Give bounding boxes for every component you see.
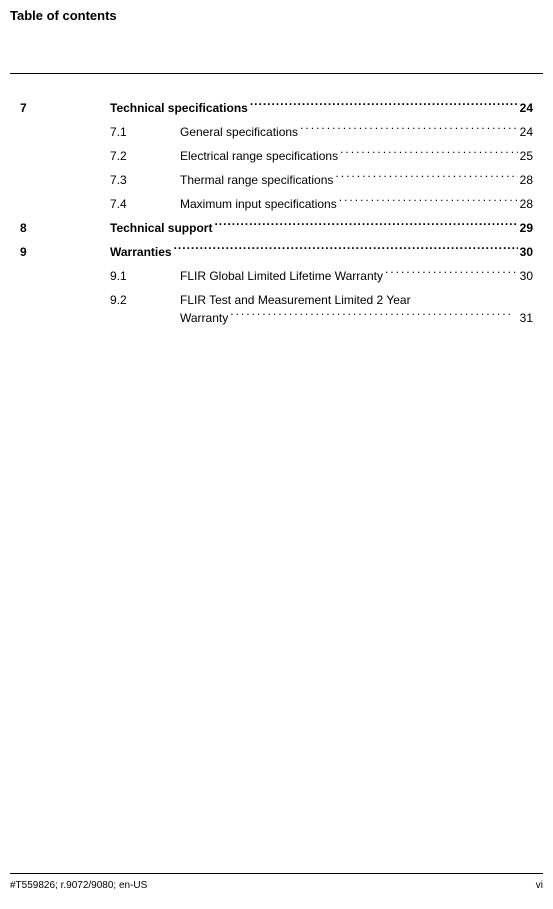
footer-page-number: vi — [536, 880, 543, 891]
footer-divider — [10, 873, 543, 874]
toc-leader — [230, 310, 513, 322]
toc-leader — [300, 124, 518, 136]
table-of-contents: 7 Technical specifications 24 7.1 Genera… — [10, 99, 543, 327]
toc-number: 7.3 — [110, 171, 180, 189]
toc-title-line1: FLIR Test and Measurement Limited 2 Year — [180, 291, 411, 309]
toc-page: 24 — [520, 123, 533, 141]
toc-entry: 8 Technical support 29 — [20, 219, 533, 237]
toc-leader — [214, 220, 517, 232]
toc-number: 9.1 — [110, 267, 180, 285]
toc-page: 28 — [520, 171, 533, 189]
toc-leader — [340, 148, 518, 160]
toc-entry: 7.4 Maximum input specifications 28 — [110, 195, 533, 213]
toc-entry-multiline: 9.2 FLIR Test and Measurement Limited 2 … — [110, 291, 533, 327]
toc-entry: 7 Technical specifications 24 — [20, 99, 533, 117]
toc-page: 28 — [520, 195, 533, 213]
toc-number: 7.2 — [110, 147, 180, 165]
toc-number: 9 — [20, 243, 110, 261]
toc-title: Technical specifications — [110, 99, 248, 117]
toc-number: 9.2 — [110, 291, 180, 309]
footer-doc-id: #T559826; r.9072/9080; en-US — [10, 880, 147, 891]
toc-number: 7.4 — [110, 195, 180, 213]
toc-leader — [250, 100, 518, 112]
toc-number: 7.1 — [110, 123, 180, 141]
toc-page: 30 — [520, 267, 533, 285]
toc-title: Warranties — [110, 243, 172, 261]
toc-title: Technical support — [110, 219, 212, 237]
toc-entry: 9.1 FLIR Global Limited Lifetime Warrant… — [110, 267, 533, 285]
toc-leader — [335, 172, 517, 184]
toc-entry: 9 Warranties 30 — [20, 243, 533, 261]
toc-title: General specifications — [180, 123, 298, 141]
toc-title: Maximum input specifications — [180, 195, 337, 213]
toc-title: Thermal range specifications — [180, 171, 333, 189]
toc-leader — [339, 196, 518, 208]
toc-page: 25 — [520, 147, 533, 165]
toc-page: 30 — [520, 243, 533, 261]
toc-number: 7 — [20, 99, 110, 117]
toc-title-line2: Warranty — [180, 309, 228, 327]
page-footer: #T559826; r.9072/9080; en-US vi — [10, 873, 543, 891]
toc-page: 29 — [520, 219, 533, 237]
toc-number: 8 — [20, 219, 110, 237]
toc-entry: 7.1 General specifications 24 — [110, 123, 533, 141]
toc-leader — [385, 268, 518, 280]
page-header-title: Table of contents — [10, 8, 543, 23]
toc-leader — [174, 244, 518, 256]
toc-entry: 7.3 Thermal range specifications 28 — [110, 171, 533, 189]
toc-title: FLIR Global Limited Lifetime Warranty — [180, 267, 383, 285]
toc-title: Electrical range specifications — [180, 147, 338, 165]
header-divider — [10, 73, 543, 74]
toc-entry: 7.2 Electrical range specifications 25 — [110, 147, 533, 165]
toc-page: 24 — [520, 99, 533, 117]
toc-page: 31 — [516, 309, 533, 327]
